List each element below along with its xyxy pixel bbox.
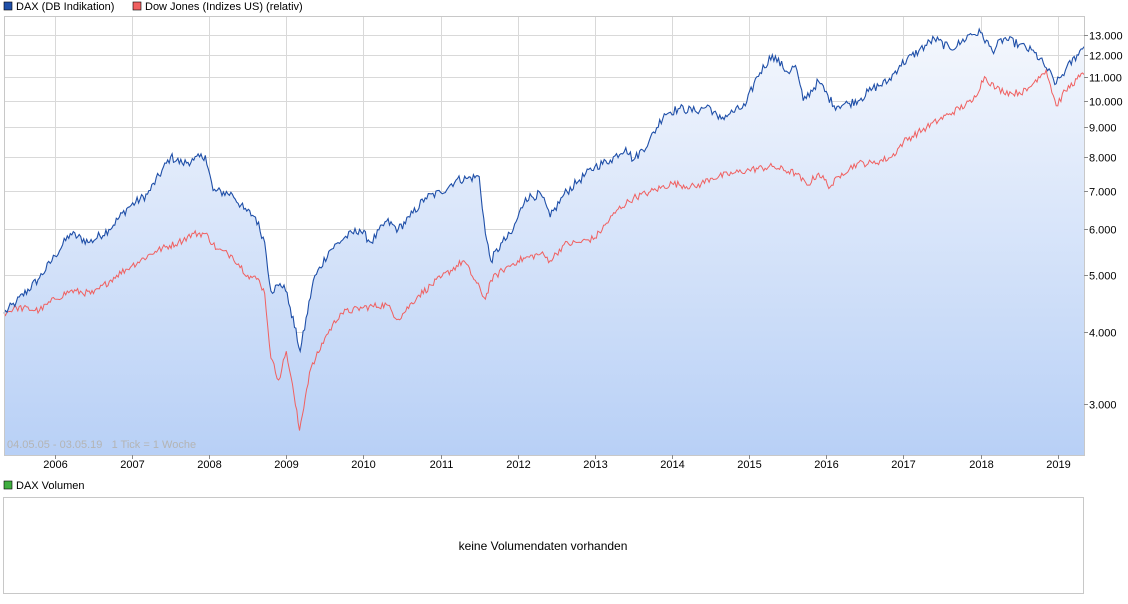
y-axis: 3.000 4.000 5.000 6.000 7.000 8.000 9.000 10.00… <box>1084 31 1123 412</box>
y-tick-label: 12.000 <box>1089 51 1123 63</box>
legend-swatch-volume <box>3 480 13 490</box>
y-tick-label: 8.000 <box>1089 153 1117 165</box>
y-tick-label: 4.000 <box>1089 328 1117 340</box>
x-tick-label: 2016 <box>814 459 838 471</box>
y-tick-label: 11.000 <box>1089 73 1122 85</box>
x-tick-label: 2006 <box>43 459 67 471</box>
y-tick-label: 9.000 <box>1089 123 1117 135</box>
y-tick-label: 3.000 <box>1089 400 1117 412</box>
legend-item-dow[interactable]: Dow Jones (Indizes US) (relativ) <box>132 1 303 13</box>
x-tick-label: 2012 <box>506 459 530 471</box>
legend-swatch-dax <box>3 1 13 11</box>
x-tick-label: 2010 <box>351 459 375 471</box>
x-tick-label: 2017 <box>891 459 915 471</box>
legend-item-dax[interactable]: DAX (DB Indikation) <box>3 1 114 13</box>
x-tick-label: 2014 <box>660 459 684 471</box>
x-tick-label: 2011 <box>430 459 454 471</box>
plot-area: 04.05.05 - 03.05.19 1 Tick = 1 Woche <box>3 16 1085 456</box>
legend-label-dow: Dow Jones (Indizes US) (relativ) <box>145 1 303 13</box>
legend-label-volume: DAX Volumen <box>16 480 84 492</box>
x-tick-label: 2009 <box>274 459 298 471</box>
y-tick-label: 13.000 <box>1089 31 1123 43</box>
volume-chart: DAX Volumen keine Volumendaten vorhanden <box>3 480 1084 594</box>
date-range-info: 04.05.05 - 03.05.19 1 Tick = 1 Woche <box>7 439 196 451</box>
series-line-dax <box>3 27 1085 354</box>
x-axis: 2006 2007 2008 2009 2010 2011 2012 2013 2014 2015… <box>43 455 1071 471</box>
y-tick-label: 6.000 <box>1089 225 1117 237</box>
legend-item-volume[interactable]: DAX Volumen <box>3 480 84 492</box>
y-tick-label: 10.000 <box>1089 97 1123 109</box>
x-tick-label: 2008 <box>197 459 221 471</box>
volume-plot-border <box>3 497 1084 594</box>
y-tick-label: 7.000 <box>1089 187 1117 199</box>
x-tick-label: 2013 <box>583 459 607 471</box>
x-tick-label: 2019 <box>1046 459 1070 471</box>
legend-swatch-dow <box>132 1 142 11</box>
x-tick-label: 2007 <box>120 459 144 471</box>
chart-legend: DAX (DB Indikation) Dow Jones (Indizes U… <box>3 1 303 13</box>
dax-area-fill <box>4 29 1084 455</box>
x-tick-label: 2018 <box>969 459 993 471</box>
main-price-chart: DAX (DB Indikation) Dow Jones (Indizes U… <box>3 1 1123 471</box>
series-line-dow <box>3 68 1085 431</box>
legend-label-dax: DAX (DB Indikation) <box>16 1 114 13</box>
plot-border <box>4 16 1085 456</box>
no-volume-message: keine Volumendaten vorhanden <box>459 539 628 553</box>
x-tick-label: 2015 <box>737 459 761 471</box>
y-tick-label: 5.000 <box>1089 271 1117 283</box>
